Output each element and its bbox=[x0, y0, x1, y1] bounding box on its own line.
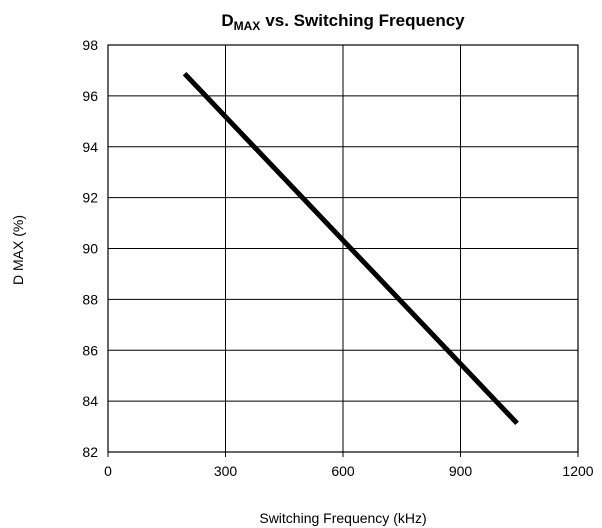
title-base: D bbox=[221, 11, 233, 30]
title-subscript: MAX bbox=[234, 19, 261, 33]
plot-frame bbox=[107, 44, 579, 453]
y-tick-label: 88 bbox=[82, 291, 98, 307]
y-tick-label: 82 bbox=[82, 444, 98, 460]
y-tick-label: 94 bbox=[82, 139, 98, 155]
y-tick-label: 98 bbox=[82, 37, 98, 53]
y-tick-label: 90 bbox=[82, 241, 98, 257]
data-line bbox=[182, 71, 519, 426]
x-tick-label: 900 bbox=[449, 463, 473, 479]
x-tick-label: 1200 bbox=[562, 463, 593, 479]
x-tick-label: 300 bbox=[214, 463, 238, 479]
x-axis-label: Switching Frequency (kHz) bbox=[259, 510, 426, 526]
x-tick-label: 600 bbox=[331, 463, 355, 479]
y-tick-label: 84 bbox=[82, 393, 98, 409]
y-tick-label: 86 bbox=[82, 342, 98, 358]
y-tick-label: 96 bbox=[82, 88, 98, 104]
x-tick-label: 0 bbox=[104, 463, 112, 479]
chart-title: DMAX vs. Switching Frequency bbox=[221, 11, 465, 33]
y-axis-label: D MAX (%) bbox=[10, 215, 26, 285]
y-tick-label: 92 bbox=[82, 190, 98, 206]
title-rest: vs. Switching Frequency bbox=[265, 11, 465, 30]
